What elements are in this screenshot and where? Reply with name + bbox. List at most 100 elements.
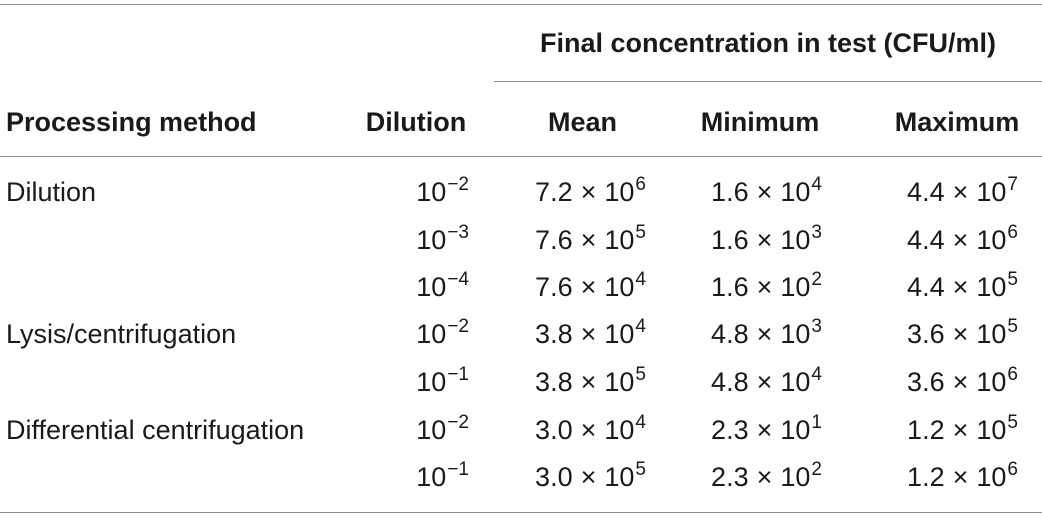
cell-maximum: 4.4 × 106	[907, 222, 1018, 260]
power-base: 10	[604, 225, 635, 255]
times-sign: ×	[756, 177, 773, 207]
power-base: 10	[780, 462, 811, 492]
header-minimum: Minimum	[700, 107, 820, 137]
cell-maximum: 4.4 × 105	[907, 269, 1018, 307]
exponent: 1	[811, 412, 822, 433]
cell-dilution: 10−1	[416, 459, 469, 497]
coefficient: 4.8	[711, 367, 749, 397]
dilution-exponent: −4	[447, 269, 469, 290]
dilution-base: 10	[416, 415, 447, 445]
exponent: 6	[635, 174, 646, 195]
power-base: 10	[604, 272, 635, 302]
cell-minimum: 4.8 × 103	[711, 316, 822, 354]
cell-mean: 3.0 × 105	[535, 459, 646, 497]
cell-mean: 3.8 × 104	[535, 316, 646, 354]
cell-maximum: 3.6 × 105	[907, 316, 1018, 354]
exponent: 5	[1007, 316, 1018, 337]
coefficient: 4.8	[711, 319, 749, 349]
header-mean: Mean	[547, 107, 618, 137]
coefficient: 7.2	[535, 177, 573, 207]
times-sign: ×	[756, 462, 773, 492]
times-sign: ×	[580, 319, 597, 349]
coefficient: 1.6	[711, 177, 749, 207]
dilution-exponent: −1	[447, 459, 469, 480]
coefficient: 3.6	[907, 367, 945, 397]
exponent: 2	[811, 269, 822, 290]
cell-mean: 3.8 × 105	[535, 364, 646, 402]
exponent: 4	[811, 174, 822, 195]
times-sign: ×	[756, 319, 773, 349]
spanner-rule	[494, 81, 1042, 82]
power-base: 10	[604, 319, 635, 349]
power-base: 10	[976, 319, 1007, 349]
times-sign: ×	[580, 462, 597, 492]
cell-minimum: 1.6 × 102	[711, 269, 822, 307]
exponent: 5	[1007, 412, 1018, 433]
dilution-base: 10	[416, 225, 447, 255]
coefficient: 4.4	[907, 177, 945, 207]
cell-minimum: 4.8 × 104	[711, 364, 822, 402]
cell-dilution: 10−2	[416, 412, 469, 450]
exponent: 4	[811, 364, 822, 385]
coefficient: 7.6	[535, 225, 573, 255]
coefficient: 1.2	[907, 415, 945, 445]
exponent: 6	[1007, 459, 1018, 480]
dilution-base: 10	[416, 177, 447, 207]
power-base: 10	[976, 462, 1007, 492]
times-sign: ×	[952, 367, 969, 397]
cell-processing-method: Differential centrifugation	[6, 415, 305, 445]
times-sign: ×	[580, 225, 597, 255]
times-sign: ×	[952, 319, 969, 349]
power-base: 10	[604, 415, 635, 445]
header-rule	[0, 156, 1042, 157]
cell-mean: 3.0 × 104	[535, 412, 646, 450]
exponent: 4	[635, 412, 646, 433]
dilution-base: 10	[416, 462, 447, 492]
dilution-exponent: −2	[447, 174, 469, 195]
coefficient: 3.0	[535, 462, 573, 492]
spanner-header: Final concentration in test (CFU/ml)	[539, 28, 997, 58]
dilution-exponent: −2	[447, 412, 469, 433]
table-bottom-rule	[0, 512, 1042, 513]
power-base: 10	[780, 225, 811, 255]
power-base: 10	[604, 177, 635, 207]
exponent: 4	[635, 269, 646, 290]
exponent: 2	[811, 459, 822, 480]
dilution-exponent: −1	[447, 364, 469, 385]
cell-dilution: 10−2	[416, 174, 469, 212]
header-dilution: Dilution	[365, 107, 467, 137]
cell-maximum: 3.6 × 106	[907, 364, 1018, 402]
power-base: 10	[976, 367, 1007, 397]
cell-minimum: 1.6 × 104	[711, 174, 822, 212]
exponent: 5	[1007, 269, 1018, 290]
cell-dilution: 10−1	[416, 364, 469, 402]
times-sign: ×	[952, 177, 969, 207]
times-sign: ×	[756, 367, 773, 397]
times-sign: ×	[952, 462, 969, 492]
dilution-base: 10	[416, 272, 447, 302]
power-base: 10	[780, 319, 811, 349]
cell-maximum: 4.4 × 107	[907, 174, 1018, 212]
coefficient: 1.6	[711, 225, 749, 255]
coefficient: 4.4	[907, 225, 945, 255]
coefficient: 3.8	[535, 319, 573, 349]
times-sign: ×	[952, 415, 969, 445]
cell-mean: 7.2 × 106	[535, 174, 646, 212]
coefficient: 4.4	[907, 272, 945, 302]
exponent: 7	[1007, 174, 1018, 195]
cell-dilution: 10−3	[416, 222, 469, 260]
header-maximum: Maximum	[894, 107, 1020, 137]
cell-processing-method: Dilution	[6, 177, 97, 207]
times-sign: ×	[756, 415, 773, 445]
coefficient: 2.3	[711, 415, 749, 445]
exponent: 6	[1007, 364, 1018, 385]
dilution-base: 10	[416, 367, 447, 397]
cell-dilution: 10−2	[416, 316, 469, 354]
times-sign: ×	[952, 272, 969, 302]
power-base: 10	[976, 177, 1007, 207]
exponent: 5	[635, 364, 646, 385]
cell-minimum: 2.3 × 101	[711, 412, 822, 450]
power-base: 10	[976, 272, 1007, 302]
exponent: 5	[635, 459, 646, 480]
